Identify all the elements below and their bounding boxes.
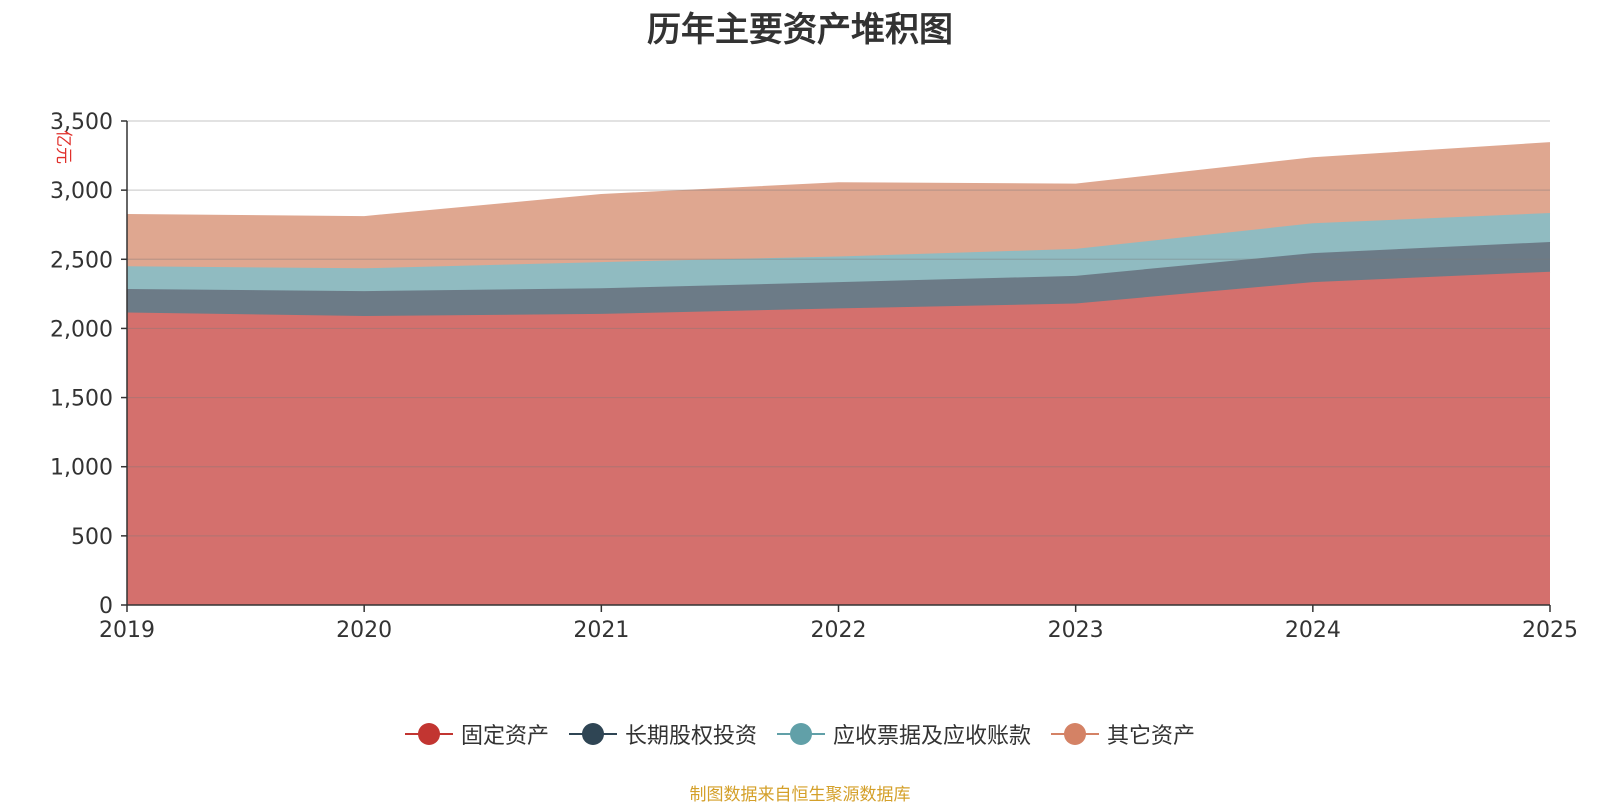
y-tick-label: 1,500 — [50, 387, 113, 412]
gridlines — [127, 120, 1550, 537]
chart-title: 历年主要资产堆积图 — [647, 10, 953, 50]
x-tick-label: 2022 — [811, 618, 867, 643]
legend-label: 固定资产 — [460, 724, 549, 749]
area-series-0 — [127, 271, 1550, 605]
y-tick-label: 2,500 — [50, 248, 113, 273]
legend-label: 长期股权投资 — [624, 724, 757, 749]
legend: 固定资产 长期股权投资 应收票据及应收账款 其它资产 — [0, 718, 1600, 750]
y-tick-label: 3,000 — [50, 179, 113, 204]
legend-item-2[interactable]: 应收票据及应收账款 — [777, 718, 1031, 750]
legend-item-3[interactable]: 其它资产 — [1051, 718, 1195, 750]
source-note: 制图数据来自恒生聚源数据库 — [689, 785, 911, 805]
y-axis-ticks: 0 500 1,000 1,500 2,000 2,500 3,000 3,500 — [50, 110, 127, 619]
y-tick-label: 2,000 — [50, 317, 113, 342]
legend-item-1[interactable]: 长期股权投资 — [568, 718, 757, 750]
x-tick-label: 2020 — [336, 618, 392, 643]
series-line-3 — [126, 142, 1551, 219]
legend-marker-icon — [1051, 722, 1100, 746]
x-tick-label: 2025 — [1522, 618, 1578, 643]
legend-marker-icon — [568, 722, 617, 746]
area-series-3 — [127, 143, 1550, 269]
legend-label: 其它资产 — [1107, 724, 1196, 749]
legend-marker-icon — [404, 722, 453, 746]
x-tick-label: 2023 — [1048, 618, 1104, 643]
y-tick-label: 3,500 — [50, 110, 113, 135]
legend-marker-icon — [777, 722, 825, 746]
y-axis-unit-label: 亿元 — [53, 130, 73, 164]
area-series-2 — [127, 213, 1550, 292]
legend-item-0[interactable]: 固定资产 — [404, 718, 549, 750]
x-tick-label: 2021 — [573, 618, 629, 643]
x-axis-ticks: 2019 2020 2021 2022 2023 2024 2025 — [99, 605, 1578, 643]
legend-label: 应收票据及应收账款 — [833, 724, 1032, 749]
area-series-1 — [127, 242, 1550, 316]
x-tick-label: 2024 — [1285, 618, 1341, 643]
y-tick-label: 500 — [71, 525, 113, 550]
y-tick-label: 0 — [99, 594, 113, 619]
area-layer — [126, 142, 1551, 605]
x-tick-label: 2019 — [99, 618, 155, 643]
y-tick-label: 1,000 — [50, 456, 113, 481]
